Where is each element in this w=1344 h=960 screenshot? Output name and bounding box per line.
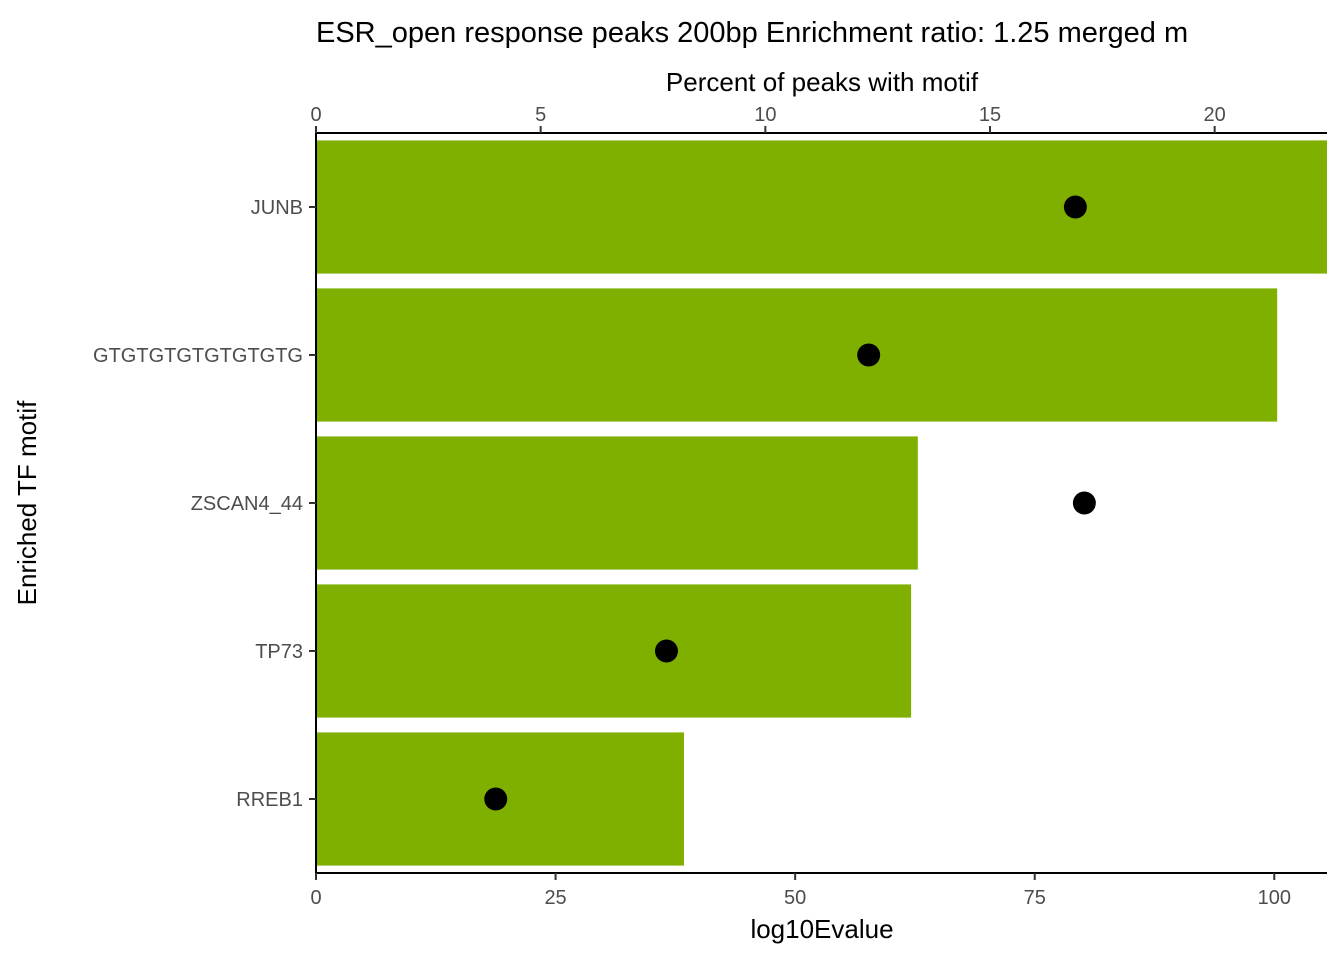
y-tick-label: GTGTGTGTGTGTGTG — [93, 345, 303, 367]
bar — [316, 436, 918, 570]
plot-area: JUNB GTGTGTGTGTGTGTG ZSCAN4_44 TP73 RREB1 0 25… — [93, 104, 1327, 909]
bar — [316, 140, 1327, 274]
x2-tick-label: 10 — [754, 104, 776, 126]
x-tick-label: 100 — [1258, 887, 1291, 909]
bottom-axis-title: log10Evalue — [750, 914, 893, 944]
data-point — [1063, 195, 1087, 219]
x-tick-label: 25 — [544, 887, 566, 909]
x2-tick-label: 5 — [535, 104, 546, 126]
x2-tick-label: 0 — [310, 104, 321, 126]
x-tick-label: 75 — [1024, 887, 1046, 909]
y-axis-title: Enriched TF motif — [12, 400, 42, 605]
data-point — [654, 639, 678, 663]
data-point — [1072, 491, 1096, 515]
bar — [316, 584, 912, 718]
x2-tick-label: 15 — [979, 104, 1001, 126]
y-tick-label: JUNB — [251, 197, 303, 219]
bar — [316, 288, 1278, 422]
y-tick-label: RREB1 — [236, 789, 303, 811]
y-tick-label: ZSCAN4_44 — [191, 493, 303, 515]
x-tick-label: 0 — [310, 887, 321, 909]
data-point — [484, 787, 508, 811]
top-axis-title: Percent of peaks with motif — [666, 67, 979, 97]
x-tick-label: 50 — [784, 887, 806, 909]
x2-tick-label: 20 — [1204, 104, 1226, 126]
y-tick-label: TP73 — [255, 641, 303, 663]
chart-title: ESR_open response peaks 200bp Enrichment… — [316, 17, 1188, 49]
data-point — [857, 343, 881, 367]
